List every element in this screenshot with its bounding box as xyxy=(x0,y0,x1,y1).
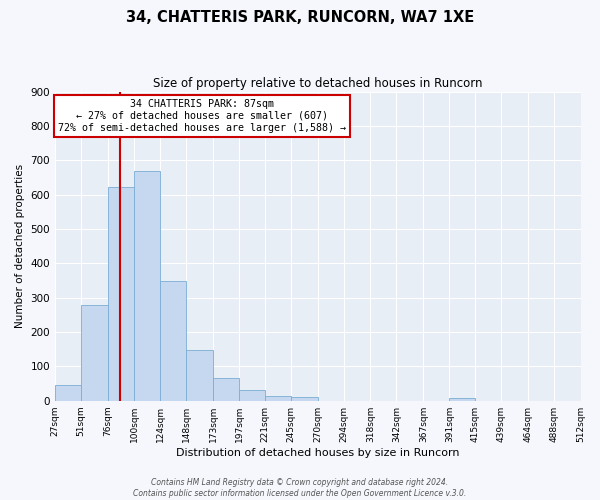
Bar xyxy=(134,170,160,400)
Bar xyxy=(55,386,81,400)
Bar xyxy=(108,187,134,400)
Bar xyxy=(186,350,213,401)
Bar xyxy=(265,396,291,400)
Text: 34, CHATTERIS PARK, RUNCORN, WA7 1XE: 34, CHATTERIS PARK, RUNCORN, WA7 1XE xyxy=(126,10,474,25)
Bar xyxy=(213,378,239,400)
Title: Size of property relative to detached houses in Runcorn: Size of property relative to detached ho… xyxy=(153,78,482,90)
X-axis label: Distribution of detached houses by size in Runcorn: Distribution of detached houses by size … xyxy=(176,448,460,458)
Bar xyxy=(449,398,475,400)
Bar xyxy=(239,390,265,400)
Text: 34 CHATTERIS PARK: 87sqm
← 27% of detached houses are smaller (607)
72% of semi-: 34 CHATTERIS PARK: 87sqm ← 27% of detach… xyxy=(58,100,346,132)
Text: Contains HM Land Registry data © Crown copyright and database right 2024.
Contai: Contains HM Land Registry data © Crown c… xyxy=(133,478,467,498)
Bar xyxy=(160,281,186,400)
Y-axis label: Number of detached properties: Number of detached properties xyxy=(15,164,25,328)
Bar xyxy=(291,398,319,400)
Bar xyxy=(81,304,108,400)
